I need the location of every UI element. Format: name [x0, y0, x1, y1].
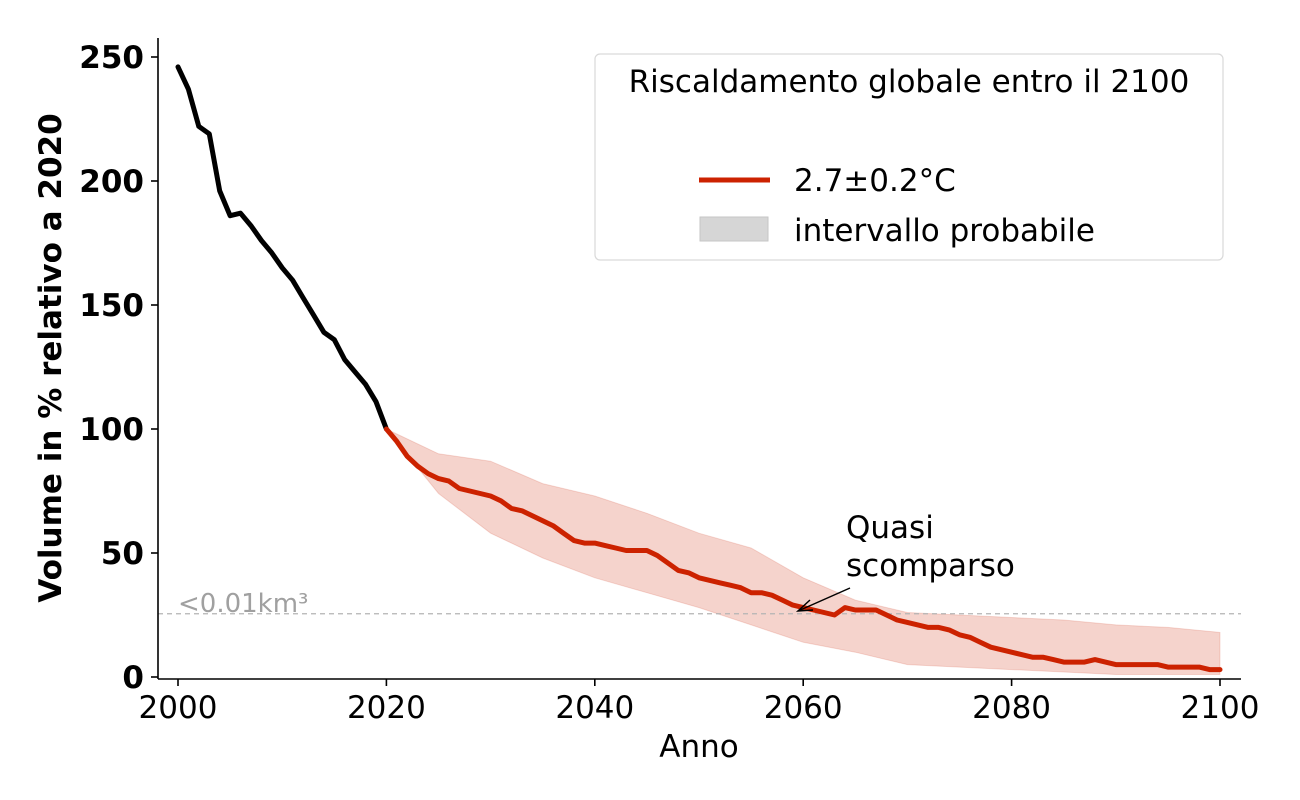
x-axis-label: Anno	[659, 729, 738, 765]
y-tick-label: 0	[122, 660, 144, 696]
series-line-observed	[175, 64, 389, 432]
series-line-projection	[383, 426, 1223, 673]
x-tick-label: 2100	[1181, 690, 1260, 726]
x-tick-label: 2000	[139, 690, 218, 726]
legend-label-range: intervallo probabile	[794, 213, 1095, 249]
x-tick-label: 2080	[972, 690, 1051, 726]
y-tick-label: 250	[79, 40, 144, 76]
annotation: Quasi scomparso	[795, 510, 1015, 612]
annotation-line-1: Quasi	[846, 510, 934, 546]
annotation-arrowhead	[795, 599, 814, 612]
y-axis-label: Volume in % relativo a 2020	[33, 113, 69, 602]
series-group	[175, 64, 1223, 673]
threshold-label: <0.01km³	[178, 589, 308, 619]
legend-title: Riscaldamento globale entro il 2100	[629, 64, 1190, 100]
x-ticks: 2000 2020 2040 2060 2080 2100	[139, 679, 1260, 726]
y-tick-label: 150	[79, 288, 144, 324]
y-tick-label: 200	[79, 164, 144, 200]
legend-box	[594, 53, 1224, 261]
annotation-arrow	[797, 587, 851, 612]
y-tick-label: 50	[101, 536, 144, 572]
x-tick-label: 2040	[555, 690, 634, 726]
y-ticks: 0 50 100 150 200 250	[79, 40, 158, 696]
legend-swatch-patch	[699, 216, 769, 242]
legend-label-scenario: 2.7±0.2°C	[794, 163, 956, 199]
likely-range-group	[386, 428, 1221, 675]
legend: Riscaldamento globale entro il 2100 2.7±…	[594, 53, 1224, 261]
x-tick-label: 2020	[347, 690, 426, 726]
x-tick-label: 2060	[764, 690, 843, 726]
y-tick-label: 100	[79, 412, 144, 448]
annotation-line-2: scomparso	[846, 548, 1015, 584]
likely-range-band	[386, 428, 1221, 675]
